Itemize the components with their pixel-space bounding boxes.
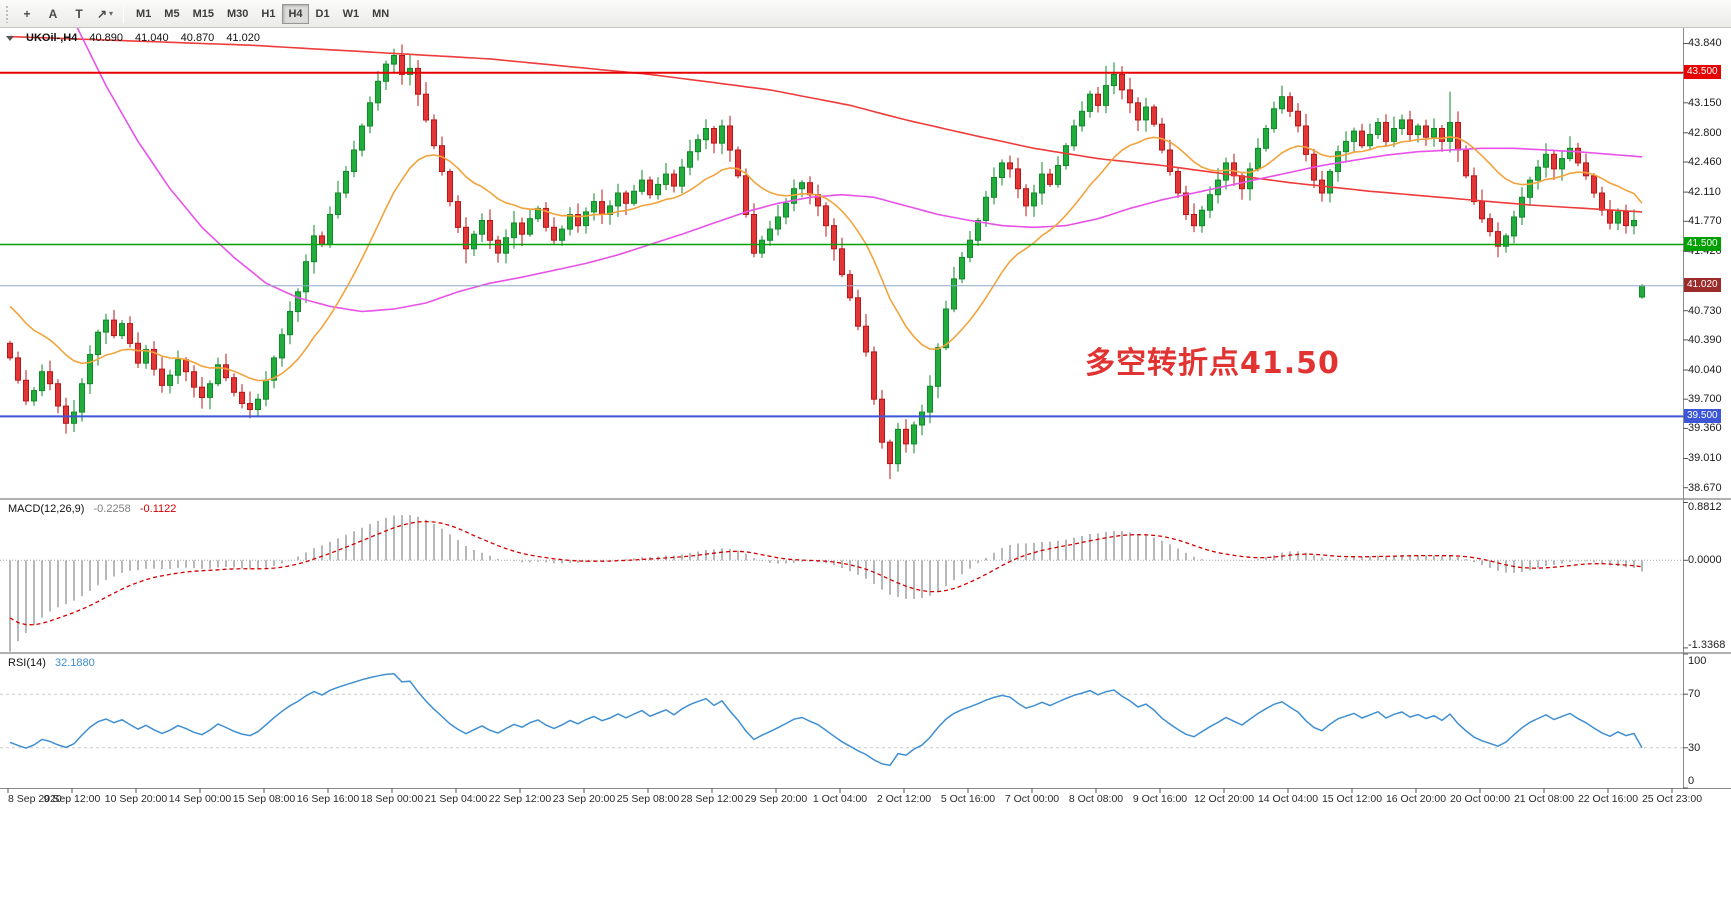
toolbar-grip[interactable] [5,4,10,23]
timeframe-button-m15[interactable]: M15 [192,7,214,20]
crosshair-tool-button-icon: + [23,6,31,21]
text-tool-button[interactable]: A [41,3,65,25]
toolbar-separator [123,4,124,23]
timeframe-button-m1[interactable]: M1 [136,7,152,20]
crosshair-tool-button[interactable]: + [15,3,39,25]
toolbar: + A T ↗ ▾ M1 M5 M15 M30 H1 H4 D1 W1 MN [0,0,1731,28]
drawing-toolbar: + A T ↗ ▾ [15,3,117,25]
objects-dropdown-button[interactable]: ↗ ▾ [93,3,117,25]
dropdown-caret-icon: ▾ [109,9,114,18]
objects-dropdown-button-icon: ↗ [96,6,108,21]
timeframe-button-m30[interactable]: M30 [226,7,249,20]
timeframe-toolbar: M1 M5 M15 M30 H1 H4 D1 W1 MN [130,3,395,24]
label-tool-button-icon: T [75,6,83,21]
timeframe-button-mn[interactable]: MN [372,7,390,20]
text-tool-button-icon: A [48,6,58,21]
label-tool-button[interactable]: T [67,3,91,25]
timeframe-button-h1[interactable]: H1 [261,7,276,20]
timeframe-button-m5[interactable]: M5 [164,7,180,20]
timeframe-button-h4[interactable]: H4 [282,3,309,24]
timeframe-button-d1[interactable]: D1 [315,7,330,20]
timeframe-button-w1[interactable]: W1 [342,7,360,20]
